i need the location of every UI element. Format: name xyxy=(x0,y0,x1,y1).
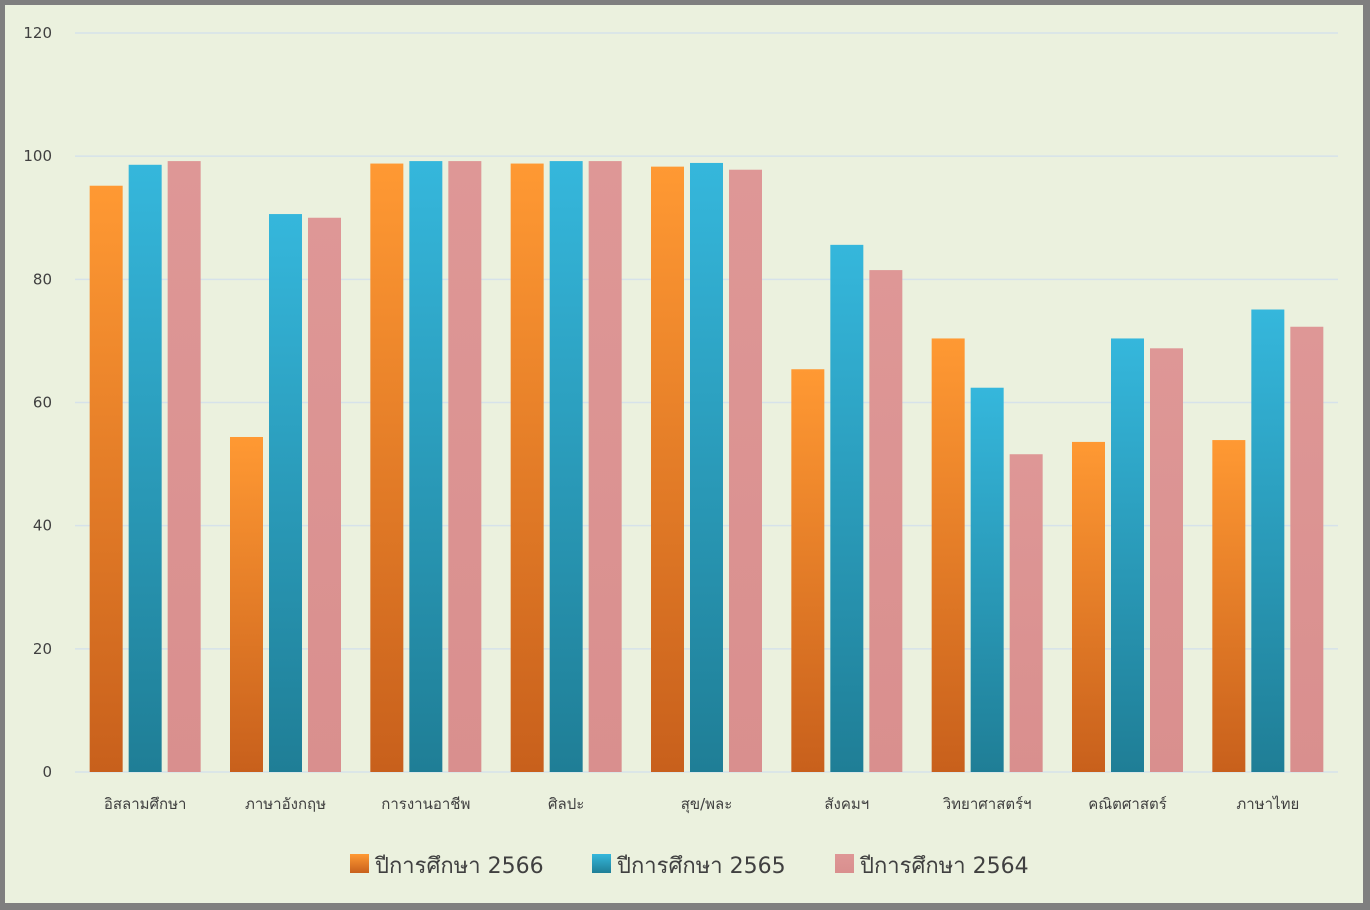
bar-1-7 xyxy=(931,338,965,772)
x-category-label: ภาษาอังกฤษ xyxy=(245,795,326,813)
y-tick-label: 100 xyxy=(23,147,52,165)
legend-label: ปีการศึกษา 2564 xyxy=(859,854,1029,879)
y-tick-label: 0 xyxy=(42,763,52,781)
bar-3-6 xyxy=(869,270,903,772)
legend-label: ปีการศึกษา 2566 xyxy=(374,854,544,879)
bar-1-6 xyxy=(791,369,825,772)
bar-1-5 xyxy=(651,166,684,772)
bar-3-1 xyxy=(167,161,201,773)
bar-2-6 xyxy=(830,244,864,772)
bars xyxy=(89,161,1324,773)
bar-2-9 xyxy=(1251,309,1285,772)
bar-2-5 xyxy=(690,162,723,773)
x-category-label: ศิลปะ xyxy=(548,795,584,813)
legend-swatch xyxy=(350,854,369,873)
y-axis-ticks: 0 20 40 60 80 100 120 xyxy=(23,24,52,781)
x-axis-labels: อิสลามศึกษา ภาษาอังกฤษ การงานอาชีพ ศิลปะ สุข… xyxy=(104,795,1299,814)
y-tick-label: 20 xyxy=(33,640,52,658)
bar-2-1 xyxy=(128,164,162,772)
y-tick-label: 80 xyxy=(33,270,52,288)
y-tick-label: 120 xyxy=(23,24,52,42)
chart-frame: 0 20 40 60 80 100 120 อิสลามศึกษา ภาษาอังกฤษ การ… xyxy=(5,5,1363,903)
bar-3-9 xyxy=(1290,326,1324,772)
x-category-label: สังคมฯ xyxy=(824,795,869,813)
bar-2-3 xyxy=(409,161,443,773)
bar-1-9 xyxy=(1212,440,1246,772)
x-category-label: วิทยาศาสตร์ฯ xyxy=(942,795,1031,813)
bar-3-8 xyxy=(1150,348,1183,772)
bar-3-7 xyxy=(1009,454,1043,772)
bar-3-2 xyxy=(308,217,341,772)
bar-1-2 xyxy=(230,436,263,772)
bar-3-4 xyxy=(588,161,622,773)
legend: ปีการศึกษา 2566 ปีการศึกษา 2565 ปีการศึกษา… xyxy=(350,854,1029,879)
bar-2-4 xyxy=(549,161,583,773)
legend-swatch xyxy=(592,854,611,873)
y-tick-label: 60 xyxy=(33,394,52,412)
bar-1-1 xyxy=(89,185,123,772)
bar-3-5 xyxy=(729,169,762,773)
bar-2-7 xyxy=(970,387,1004,772)
x-category-label: คณิตศาสตร์ xyxy=(1088,795,1167,813)
x-category-label: อิสลามศึกษา xyxy=(104,795,187,813)
bar-1-4 xyxy=(510,163,544,773)
bar-2-2 xyxy=(269,214,302,772)
x-category-label: สุข/พละ xyxy=(681,795,733,814)
x-category-label: ภาษาไทย xyxy=(1236,795,1299,813)
bar-2-8 xyxy=(1111,338,1144,772)
x-category-label: การงานอาชีพ xyxy=(381,795,470,813)
legend-swatch xyxy=(835,854,854,873)
bar-1-8 xyxy=(1072,441,1105,772)
bar-3-3 xyxy=(448,161,482,773)
bar-chart: 0 20 40 60 80 100 120 อิสลามศึกษา ภาษาอังกฤษ การ… xyxy=(23,24,1338,879)
y-tick-label: 40 xyxy=(33,517,52,535)
legend-label: ปีการศึกษา 2565 xyxy=(616,854,786,879)
bar-1-3 xyxy=(370,163,404,773)
